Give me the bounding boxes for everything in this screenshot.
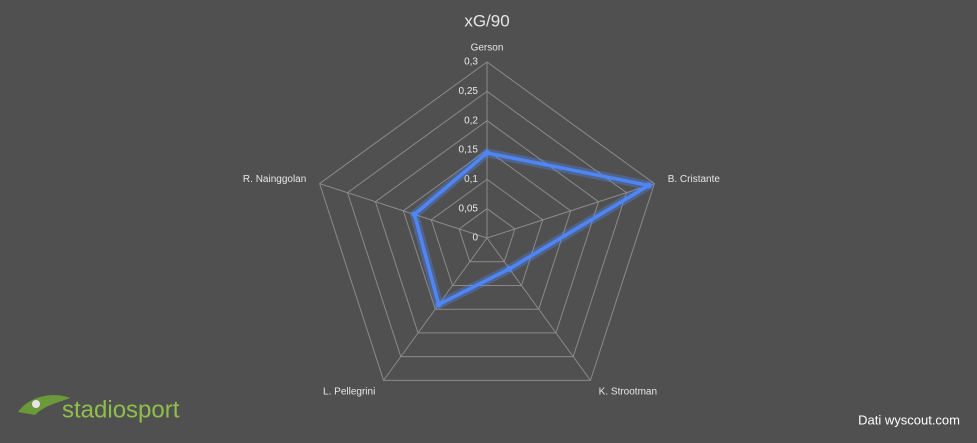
data-point — [484, 149, 490, 156]
series-line — [412, 151, 651, 307]
logo-ball — [32, 400, 40, 408]
logo-swoosh — [18, 395, 70, 415]
grid-ring — [458, 208, 516, 263]
category-label: Gerson — [471, 43, 504, 54]
r-tick-label: 0,3 — [464, 57, 478, 68]
axis-spoke — [383, 237, 488, 381]
r-tick-label: 0 — [472, 233, 478, 244]
r-tick-label: 0,2 — [464, 115, 478, 126]
r-tick-label: 0,25 — [459, 86, 479, 97]
category-label: L. Pellegrini — [323, 386, 375, 397]
axis-spoke — [486, 183, 655, 239]
r-tick-label: 0,05 — [459, 203, 479, 214]
category-label: B. Cristante — [668, 174, 721, 185]
category-label: R. Nainggolan — [243, 174, 306, 185]
axis-spoke — [486, 237, 591, 381]
logo-text: stadiosport — [62, 396, 180, 423]
data-point — [411, 211, 418, 218]
category-label: K. Strootman — [599, 386, 657, 397]
source-note: Dati wyscout.com — [858, 412, 960, 427]
grid-ring — [402, 149, 572, 310]
data-point — [645, 182, 652, 189]
r-tick-label: 0,15 — [459, 145, 479, 156]
grid-ring — [430, 178, 544, 286]
r-tick-label: 0,1 — [464, 174, 478, 185]
axis-spoke — [319, 183, 488, 239]
chart-title: xG/90 — [464, 11, 509, 30]
grid-ring — [319, 61, 655, 381]
data-point — [435, 301, 442, 308]
grid-ring — [374, 120, 600, 334]
data-point — [506, 265, 513, 272]
logo: stadiosport — [18, 395, 180, 423]
plot-area: Gerson B. Cristante K. Strootman L. Pellegr… — [243, 43, 720, 398]
